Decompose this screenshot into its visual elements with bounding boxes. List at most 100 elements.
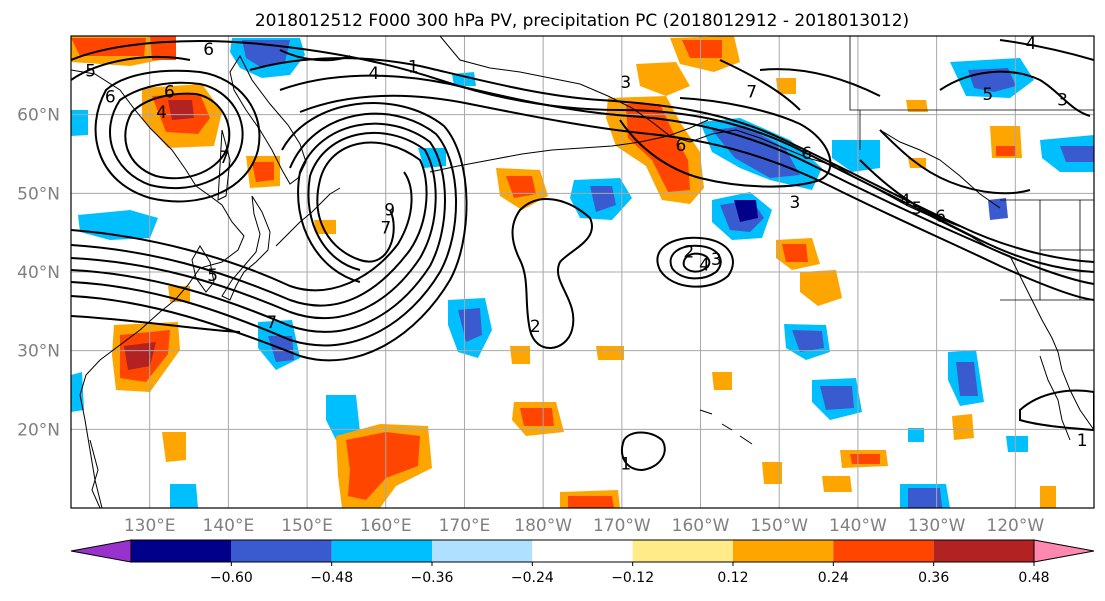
map-title: 2018012512 F000 300 hPa PV, precipitatio…: [255, 11, 909, 31]
pv-contour: [71, 171, 413, 292]
pv-contour: [71, 141, 428, 307]
pv-contour: [71, 55, 191, 81]
colorbar-tick-label: −0.60: [210, 570, 253, 586]
colorbar-tick-label: −0.36: [411, 570, 454, 586]
precip-negative-patch: [1060, 146, 1094, 162]
pv-contour-label: 3: [711, 250, 722, 270]
coastline-canadian-islands: [879, 129, 1001, 209]
pv-contour-label: 7: [746, 83, 757, 103]
precip-positive-patch: [252, 162, 274, 182]
pv-contour: [511, 197, 593, 349]
graticule: [71, 36, 1094, 508]
precip-positive-patch: [510, 346, 530, 364]
precip-positive-patch: [952, 414, 974, 440]
precip-positive-patch: [71, 38, 146, 56]
colorbar-tick-label: 0.48: [1018, 570, 1049, 586]
political-borders: [849, 36, 1094, 351]
longitude-tick-label: 170°E: [439, 516, 491, 536]
precip-negative-patch: [590, 186, 616, 212]
pv-contour-label: 4: [1026, 34, 1037, 54]
pv-contour-label: 5: [982, 85, 993, 105]
colorbar-segment: [933, 540, 1034, 562]
longitude-tick-label: 160°W: [672, 516, 730, 536]
latitude-tick-label: 50°N: [17, 184, 60, 204]
colorbar-tick-label: 0.24: [818, 570, 849, 586]
precip-negative-patch: [170, 484, 198, 508]
pv-contour-label: 7: [219, 148, 230, 168]
precip-negative-patch: [734, 200, 758, 222]
border-us-canada: [849, 36, 1094, 111]
longitude-tick-label: 130°W: [908, 516, 966, 536]
pv-contour-label: 5: [85, 61, 96, 81]
pv-contour: [109, 81, 244, 190]
pv-contour-label: 6: [935, 207, 946, 227]
coastline-aleutians: [429, 119, 709, 173]
longitude-tick-label: 180°W: [514, 516, 572, 536]
precip-positive-patch: [800, 270, 842, 306]
precip-positive-patch: [906, 100, 928, 112]
map-frame: [70, 35, 1095, 509]
precip-positive-patch: [124, 342, 156, 370]
colorbar-outline: [130, 539, 1035, 563]
precip-positive-patch: [162, 432, 186, 462]
pv-contour-label: 1: [1077, 431, 1088, 451]
latitude-tick-label: 60°N: [17, 106, 60, 126]
precip-positive-patch: [314, 220, 336, 234]
latitude-tick-label: 40°N: [17, 263, 60, 283]
precip-positive-patch: [568, 496, 614, 508]
pv-contour-label: 7: [380, 219, 391, 239]
pv-contour: [124, 92, 231, 180]
pv-contour-label: 3: [790, 193, 801, 213]
colorbar-tick-label: −0.24: [511, 570, 554, 586]
pv-contour: [279, 49, 351, 62]
pv-contour: [94, 69, 261, 203]
precip-negative-patch: [792, 330, 824, 352]
colorbar-segment: [331, 540, 432, 562]
pv-contour-label: 4: [156, 103, 167, 123]
pv-contour: [682, 252, 711, 273]
pv-contour-label: 6: [203, 40, 214, 60]
precip-negative-patch: [1006, 436, 1028, 452]
pv-contour-label: 7: [266, 313, 277, 333]
pv-contour-label: 6: [801, 144, 812, 164]
coastline-kurils: [275, 187, 341, 247]
pv-contour-label: 6: [105, 87, 116, 107]
precip-negative-patch: [956, 362, 978, 396]
colorbar-tick-label: −0.12: [611, 570, 654, 586]
pv-contour-label: 4: [900, 191, 911, 211]
precip-positive-patch: [626, 104, 690, 192]
pv-contour-label: 9: [384, 201, 395, 221]
precip-negative-patch: [71, 110, 88, 136]
colorbar-segment: [532, 540, 633, 562]
coastline-korea: [191, 245, 215, 293]
pv-contour: [71, 112, 458, 347]
pv-contour: [71, 122, 446, 333]
longitude-tick-label: 170°W: [593, 516, 651, 536]
pv-contour: [879, 129, 1031, 195]
colorbar-segment: [733, 540, 834, 562]
colorbar-segment: [632, 540, 733, 562]
pv-contour: [939, 70, 1091, 117]
pv-contour-label: 1: [408, 57, 419, 77]
precip-positive-patch: [850, 454, 880, 464]
longitude-tick-label: 160°E: [360, 516, 412, 536]
pv-contour: [71, 315, 241, 333]
pv-contour-label: 3: [620, 73, 631, 93]
pv-contour: [859, 159, 961, 227]
precip-positive-patch: [776, 78, 796, 94]
precip-positive-patch: [520, 408, 554, 426]
precip-positive-patch: [168, 100, 194, 120]
pv-contour: [1019, 389, 1094, 432]
precip-negative-patch: [832, 140, 880, 172]
colorbar-segment: [833, 540, 934, 562]
longitude-tick-label: 150°E: [281, 516, 333, 536]
pv-contour: [71, 40, 1094, 273]
colorbar-extend-low: [70, 539, 132, 563]
colorbar-tick-label: 0.12: [717, 570, 748, 586]
precip-positive-patch: [782, 244, 808, 262]
pv-contour: [669, 244, 722, 280]
precip-negative-patch: [908, 488, 942, 508]
pv-contour: [71, 131, 437, 320]
